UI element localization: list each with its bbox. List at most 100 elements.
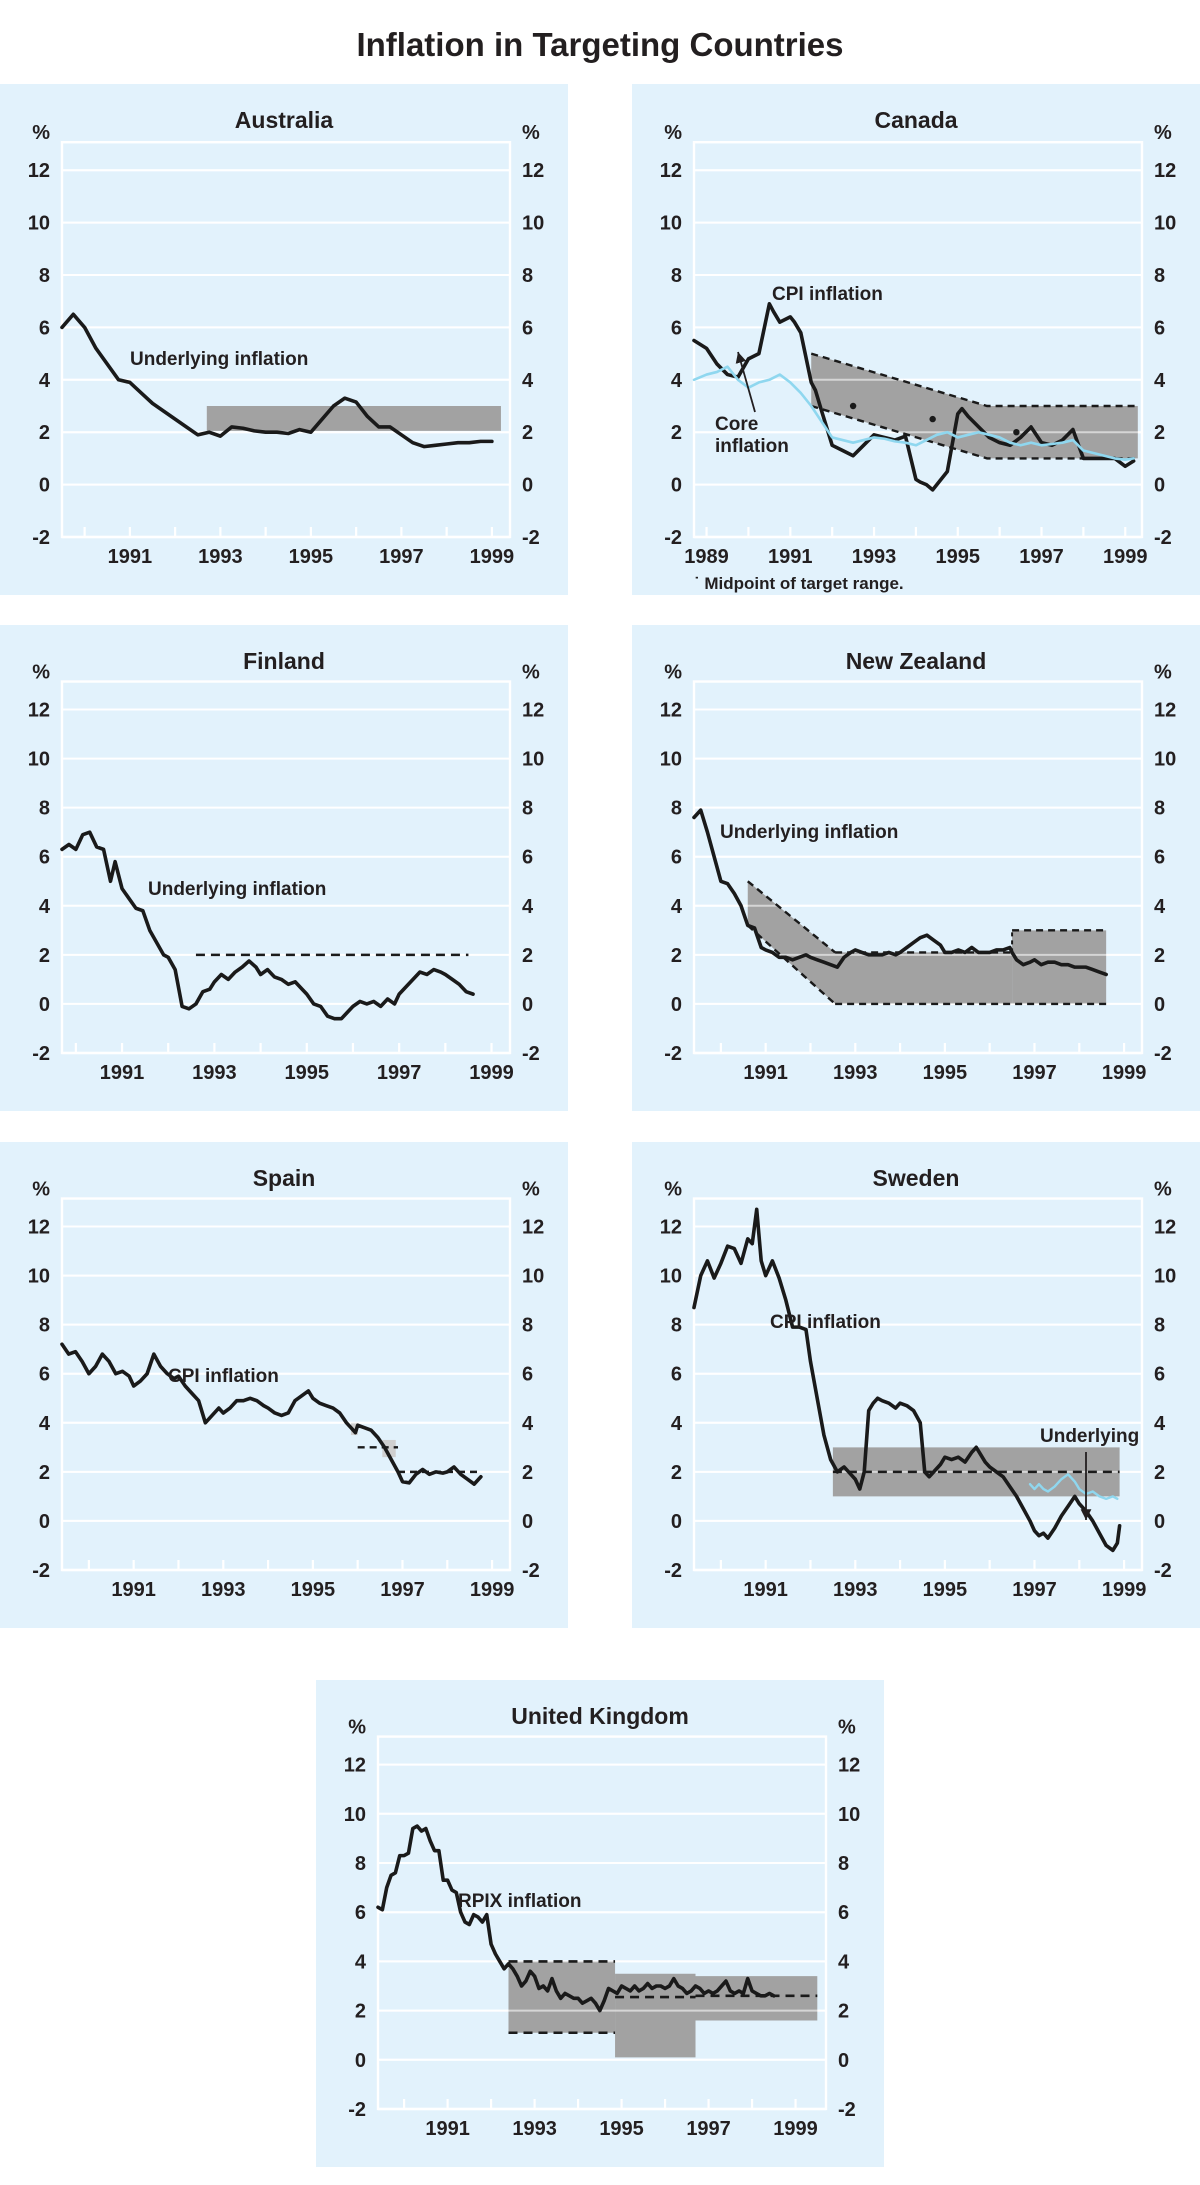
svg-text:0: 0 (355, 2050, 366, 2072)
svg-text:10: 10 (28, 1266, 50, 1288)
svg-text:10: 10 (522, 1266, 544, 1288)
svg-text:1993: 1993 (512, 2118, 557, 2140)
svg-text:12: 12 (660, 700, 682, 722)
svg-text:6: 6 (1154, 317, 1165, 339)
svg-text:1993: 1993 (198, 546, 243, 568)
svg-text:1997: 1997 (686, 2118, 731, 2140)
svg-text:%: % (522, 662, 540, 684)
svg-text:1993: 1993 (833, 1062, 878, 1084)
svg-text:0: 0 (671, 1511, 682, 1533)
svg-text:-2: -2 (664, 1043, 682, 1065)
svg-text:8: 8 (1154, 265, 1165, 287)
svg-text:6: 6 (671, 1364, 682, 1386)
svg-text:0: 0 (671, 994, 682, 1016)
svg-text:1991: 1991 (111, 1579, 156, 1601)
svg-text:4: 4 (522, 1413, 534, 1435)
svg-text:4: 4 (522, 896, 534, 918)
svg-text:8: 8 (838, 1853, 849, 1875)
svg-text:2: 2 (1154, 1462, 1165, 1484)
svg-text:CPI inflation: CPI inflation (168, 1366, 279, 1387)
svg-text:%: % (1154, 662, 1172, 684)
svg-text:10: 10 (1154, 213, 1176, 235)
svg-text:0: 0 (1154, 1511, 1165, 1533)
svg-text:0: 0 (39, 1511, 50, 1533)
svg-text:%: % (1154, 122, 1172, 144)
svg-text:%: % (664, 122, 682, 144)
svg-text:10: 10 (28, 749, 50, 771)
svg-text:2: 2 (355, 2001, 366, 2023)
svg-text:12: 12 (660, 1217, 682, 1239)
svg-text:-2: -2 (1154, 1043, 1172, 1065)
svg-text:1997: 1997 (1012, 1062, 1057, 1084)
svg-text:Underlying: Underlying (1040, 1426, 1139, 1447)
svg-text:Underlying inflation: Underlying inflation (148, 879, 326, 900)
svg-text:10: 10 (1154, 749, 1176, 771)
svg-text:6: 6 (1154, 847, 1165, 869)
svg-text:1995: 1995 (599, 2118, 644, 2140)
svg-text:CPI inflation: CPI inflation (772, 284, 883, 305)
svg-text:CPI inflation: CPI inflation (770, 1312, 881, 1333)
svg-text:Underlying inflation: Underlying inflation (130, 349, 308, 370)
svg-text:0: 0 (39, 475, 50, 497)
svg-text:2: 2 (1154, 422, 1165, 444)
svg-text:-2: -2 (32, 527, 50, 549)
svg-text:1995: 1995 (285, 1062, 330, 1084)
svg-text:8: 8 (1154, 1315, 1165, 1337)
svg-text:-2: -2 (664, 527, 682, 549)
svg-text:8: 8 (671, 265, 682, 287)
svg-text:Spain: Spain (253, 1165, 316, 1191)
svg-text:12: 12 (28, 700, 50, 722)
svg-text:%: % (522, 122, 540, 144)
svg-text:10: 10 (660, 749, 682, 771)
svg-text:1999: 1999 (773, 2118, 818, 2140)
svg-text:12: 12 (1154, 160, 1176, 182)
svg-text:%: % (32, 1179, 50, 1201)
svg-text:-2: -2 (838, 2099, 856, 2121)
svg-text:1991: 1991 (743, 1579, 788, 1601)
svg-text:1997: 1997 (1019, 546, 1064, 568)
svg-text:Sweden: Sweden (873, 1165, 960, 1191)
svg-text:%: % (664, 662, 682, 684)
svg-text:1989: 1989 (684, 546, 729, 568)
svg-text:4: 4 (39, 1413, 51, 1435)
svg-text:Finland: Finland (243, 648, 325, 674)
svg-text:12: 12 (28, 160, 50, 182)
svg-text:1991: 1991 (743, 1062, 788, 1084)
svg-text:0: 0 (838, 2050, 849, 2072)
svg-text:4: 4 (1154, 370, 1166, 392)
svg-text:2: 2 (39, 945, 50, 967)
svg-text:1993: 1993 (852, 546, 897, 568)
svg-text:0: 0 (671, 475, 682, 497)
svg-text:12: 12 (522, 1217, 544, 1239)
svg-text:-2: -2 (1154, 1560, 1172, 1582)
svg-text:-2: -2 (522, 1043, 540, 1065)
svg-text:6: 6 (671, 317, 682, 339)
svg-text:6: 6 (1154, 1364, 1165, 1386)
svg-text:1999: 1999 (469, 1062, 514, 1084)
svg-text:-2: -2 (522, 527, 540, 549)
svg-text:10: 10 (522, 749, 544, 771)
svg-text:2: 2 (671, 945, 682, 967)
svg-text:1995: 1995 (291, 1579, 336, 1601)
svg-text:Canada: Canada (874, 107, 957, 133)
svg-text:4: 4 (671, 896, 683, 918)
svg-text:6: 6 (522, 847, 533, 869)
svg-text:1995: 1995 (923, 1579, 968, 1601)
svg-text:6: 6 (522, 1364, 533, 1386)
svg-text:2: 2 (522, 422, 533, 444)
svg-text:6: 6 (39, 317, 50, 339)
svg-text:10: 10 (28, 213, 50, 235)
svg-text:6: 6 (522, 317, 533, 339)
svg-text:1995: 1995 (923, 1062, 968, 1084)
svg-text:1995: 1995 (289, 546, 334, 568)
svg-text:10: 10 (522, 213, 544, 235)
svg-text:2: 2 (671, 1462, 682, 1484)
svg-text:1999: 1999 (1103, 546, 1148, 568)
svg-text:8: 8 (355, 1853, 366, 1875)
svg-text:1991: 1991 (768, 546, 813, 568)
svg-text:8: 8 (671, 798, 682, 820)
svg-text:-2: -2 (32, 1560, 50, 1582)
svg-text:4: 4 (838, 1951, 850, 1973)
svg-text:1991: 1991 (108, 546, 153, 568)
svg-text:8: 8 (39, 265, 50, 287)
